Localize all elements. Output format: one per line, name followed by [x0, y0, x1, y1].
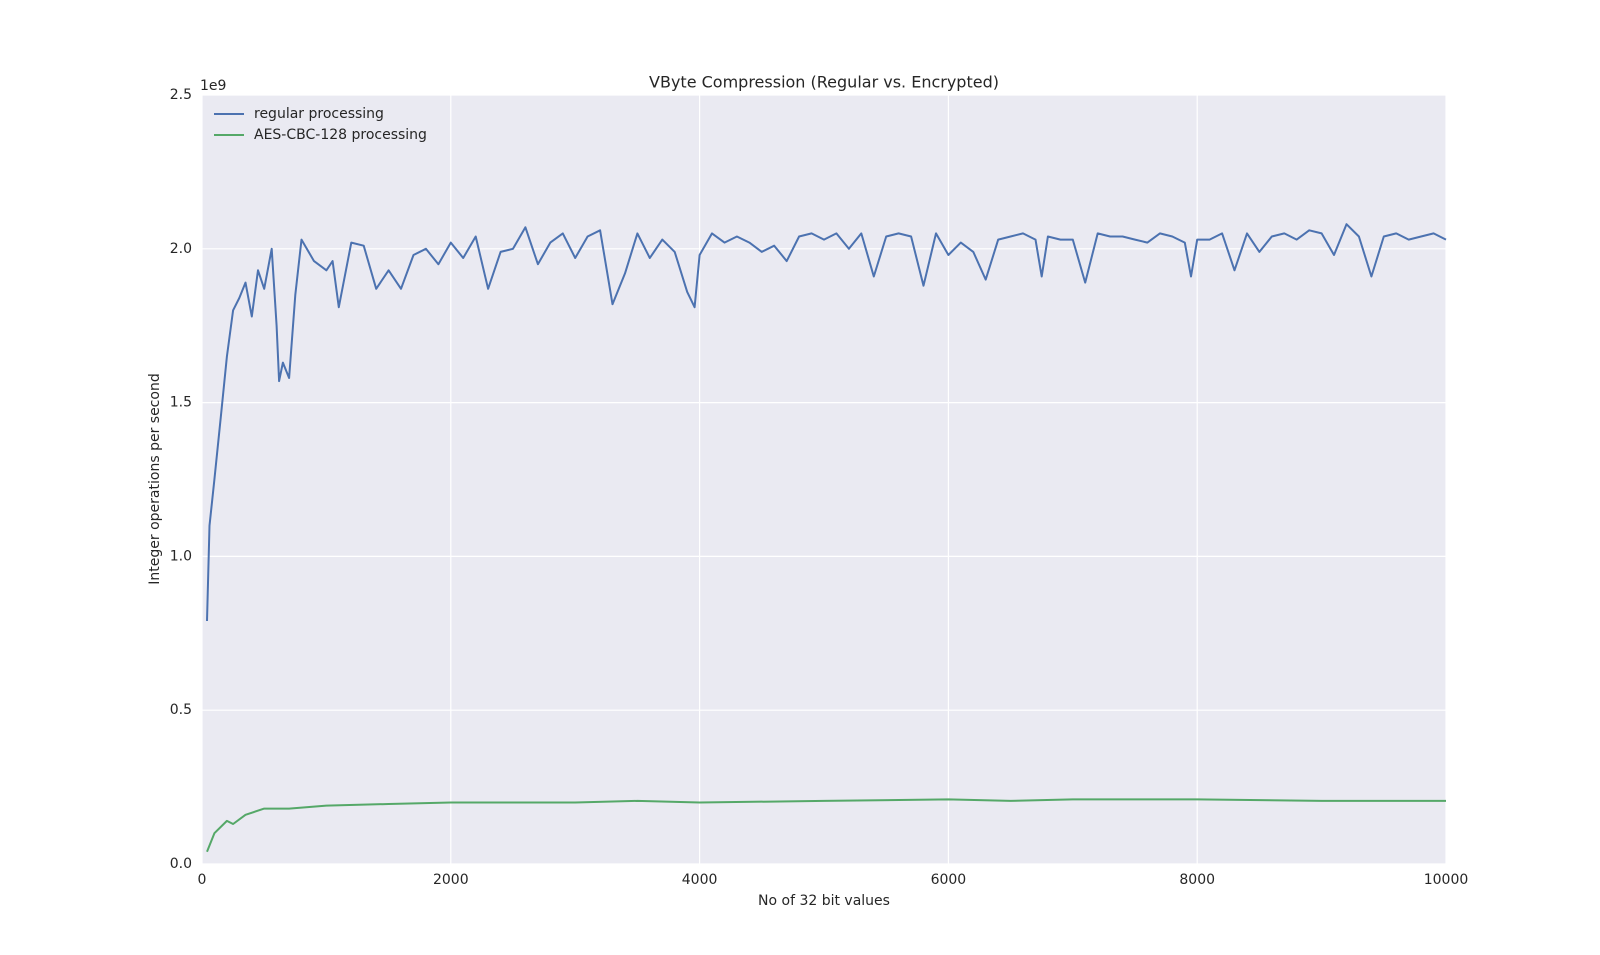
x-tick-label: 6000	[931, 872, 967, 888]
x-axis-label: No of 32 bit values	[758, 893, 890, 909]
x-tick-label: 2000	[433, 872, 469, 888]
legend-label: regular processing	[254, 106, 384, 122]
y-tick-label: 2.5	[170, 87, 192, 103]
y-axis-label: Integer operations per second	[147, 373, 163, 584]
x-tick-label: 10000	[1424, 872, 1469, 888]
chart-title: VByte Compression (Regular vs. Encrypted…	[649, 73, 999, 92]
x-tick-label: 8000	[1179, 872, 1215, 888]
x-tick-label: 0	[198, 872, 207, 888]
y-tick-label: 0.0	[170, 856, 192, 872]
y-tick-label: 0.5	[170, 702, 192, 718]
series-line	[206, 223, 1447, 622]
plot-area	[202, 95, 1446, 864]
y-tick-label: 1.5	[170, 395, 192, 411]
y-tick-label: 1.0	[170, 548, 192, 564]
series-line	[206, 798, 1446, 853]
y-offset-label: 1e9	[200, 78, 226, 94]
legend-label: AES-CBC-128 processing	[254, 127, 427, 143]
y-tick-label: 2.0	[170, 241, 192, 257]
x-tick-label: 4000	[682, 872, 718, 888]
